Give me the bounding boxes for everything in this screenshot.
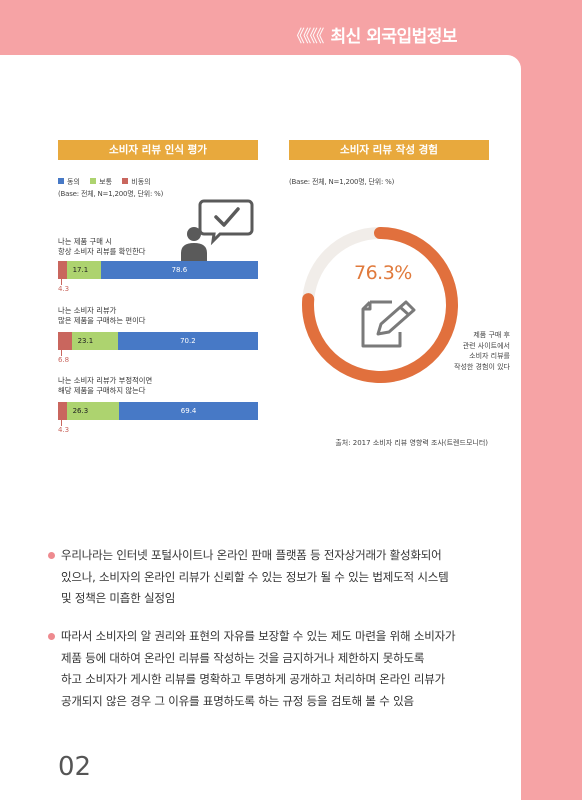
paragraph-2-line-4: 공개되지 않은 경우 그 이유를 표명하도록 하는 규정 등을 검토해 볼 수 … <box>61 693 414 708</box>
question-2-line-1: 나는 소비자 리뷰가 <box>58 306 117 315</box>
paragraph-1: 우리나라는 인터넷 포털사이트나 온라인 판매 플랫폼 등 전자상거래가 활성화… <box>48 545 497 610</box>
bar-3-disagree-tick <box>61 420 62 426</box>
bar-3-neutral: 26.3 <box>66 402 120 420</box>
chevrons-icon: 《《《《 <box>288 27 324 47</box>
review-check-icon <box>181 199 254 262</box>
bar-row-3: 26.3 69.4 <box>58 402 258 420</box>
question-3-line-2: 해당 제품을 구매하지 않는다 <box>58 386 146 395</box>
donut-value-arc <box>302 227 458 383</box>
bar-3-disagree-label: 4.3 <box>58 426 70 434</box>
review-experience-donut <box>302 227 458 383</box>
legend-neutral: 보통 <box>90 178 112 186</box>
bar-2-disagree-label: 6.8 <box>58 356 70 364</box>
question-2-line-2: 많은 제품을 구매하는 편이다 <box>58 316 146 325</box>
bar-1-neutral: 17.1 <box>66 261 101 279</box>
legend-agree: 동의 <box>58 178 80 186</box>
question-1-line-2: 항상 소비자 리뷰를 확인한다 <box>58 247 146 256</box>
legend-neutral-label: 보통 <box>99 178 113 186</box>
section-title-text: 최신 외국입법정보 <box>330 27 458 47</box>
bar-2-agree: 70.2 <box>117 332 258 350</box>
left-chart-heading: 소비자 리뷰 인식 평가 <box>58 140 258 160</box>
question-3-label: 나는 소비자 리뷰가 부정적이면 해당 제품을 구매하지 않는다 <box>58 376 152 396</box>
right-chart-heading: 소비자 리뷰 작성 경험 <box>289 140 489 160</box>
paragraph-1-line-3: 및 정책은 미흡한 실정임 <box>61 591 176 605</box>
paragraph-2-line-3: 하고 소비자가 게시한 리뷰를 명확하고 투명하게 공개하고 처리하며 온라인 … <box>61 672 446 686</box>
question-1-line-1: 나는 제품 구매 시 <box>58 237 112 246</box>
legend-disagree-label: 비동의 <box>131 178 151 186</box>
donut-note: 제품 구매 후 관련 사이트에서 소비자 리뷰를 작성한 경험이 있다 <box>420 330 510 372</box>
bullet-dot <box>48 633 55 640</box>
legend-disagree: 비동의 <box>122 178 151 186</box>
legend-disagree-swatch <box>122 178 129 184</box>
bar-row-2: 23.1 70.2 <box>58 332 258 350</box>
section-title: 《《《《 최신 외국입법정보 <box>288 22 458 47</box>
question-3-line-1: 나는 소비자 리뷰가 부정적이면 <box>58 376 153 385</box>
bar-1-agree: 78.6 <box>100 261 258 279</box>
page-card <box>0 55 521 800</box>
chart-legend: 동의 보통 비동의 <box>58 177 159 187</box>
edit-note-icon <box>361 300 416 348</box>
paragraph-2-line-1: 따라서 소비자의 알 권리와 표현의 자유를 보장할 수 있는 제도 마련을 위… <box>61 629 456 643</box>
legend-agree-label: 동의 <box>67 178 80 186</box>
paragraph-1-line-2: 있으나, 소비자의 온라인 리뷰가 신뢰할 수 있는 정보가 될 수 있는 법제… <box>61 569 449 584</box>
paragraph-1-line-1: 우리나라는 인터넷 포털사이트나 온라인 판매 플랫폼 등 전자상거래가 활성화… <box>61 548 442 562</box>
left-chart-base: (Base: 전체, N=1,200명, 단위: %) <box>58 190 164 198</box>
donut-note-line-3: 소비자 리뷰를 <box>469 352 510 360</box>
paragraph-2: 따라서 소비자의 알 권리와 표현의 자유를 보장할 수 있는 제도 마련을 위… <box>48 626 497 712</box>
bar-2-disagree <box>58 332 72 350</box>
bar-row-1: 17.1 78.6 <box>58 261 258 279</box>
page-number: 02 <box>58 752 92 782</box>
donut-note-line-4: 작성한 경험이 있다 <box>454 362 510 371</box>
question-1-label: 나는 제품 구매 시 항상 소비자 리뷰를 확인한다 <box>58 237 146 257</box>
bar-1-disagree-label: 4.3 <box>58 285 70 293</box>
donut-note-line-2: 관련 사이트에서 <box>462 341 510 350</box>
source-note: 출처: 2017 소비자 리뷰 영향력 조사(트렌드모니터) <box>335 439 488 447</box>
legend-agree-swatch <box>58 178 64 184</box>
bar-1-disagree-tick <box>61 279 62 285</box>
legend-neutral-swatch <box>90 178 97 184</box>
bar-3-disagree <box>58 402 67 420</box>
donut-note-line-1: 제품 구매 후 <box>473 331 510 339</box>
right-chart-base: (Base: 전체, N=1,200명, 단위: %) <box>289 178 395 186</box>
bar-2-disagree-tick <box>61 350 62 356</box>
bullet-dot <box>48 552 55 559</box>
paragraph-2-line-2: 제품 등에 대하여 온라인 리뷰를 작성하는 것을 금지하거나 제한하지 못하도… <box>61 650 425 665</box>
donut-value-label: 76.3% <box>354 262 412 284</box>
bar-2-neutral: 23.1 <box>71 332 118 350</box>
question-2-label: 나는 소비자 리뷰가 많은 제품을 구매하는 편이다 <box>58 306 146 326</box>
bar-1-disagree <box>58 261 67 279</box>
bar-3-agree: 69.4 <box>119 402 258 420</box>
